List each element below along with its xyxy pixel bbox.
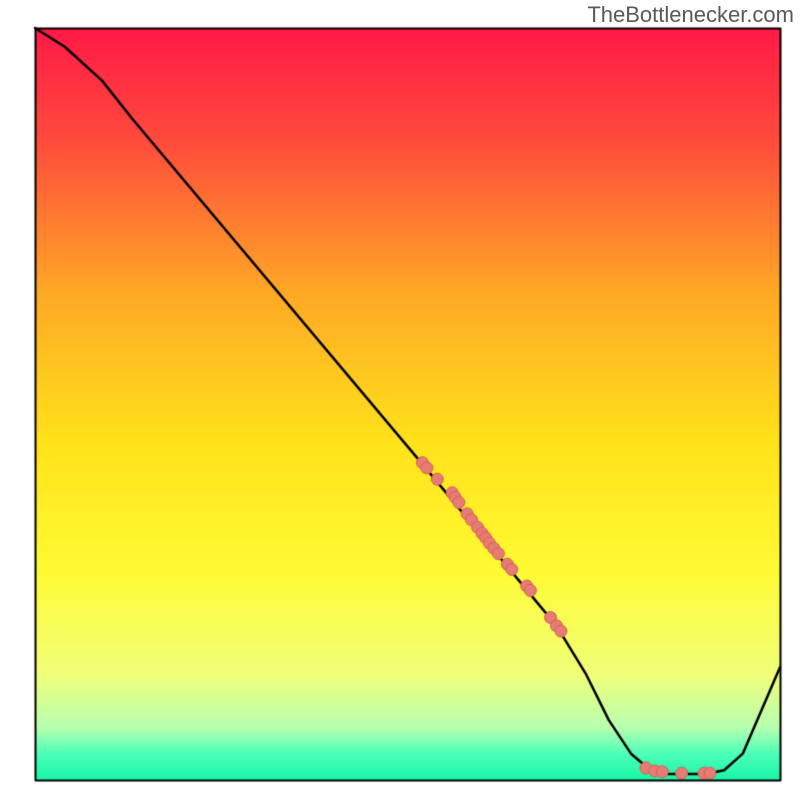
bottleneck-chart-canvas	[0, 0, 800, 800]
chart-container: TheBottlenecker.com	[0, 0, 800, 800]
